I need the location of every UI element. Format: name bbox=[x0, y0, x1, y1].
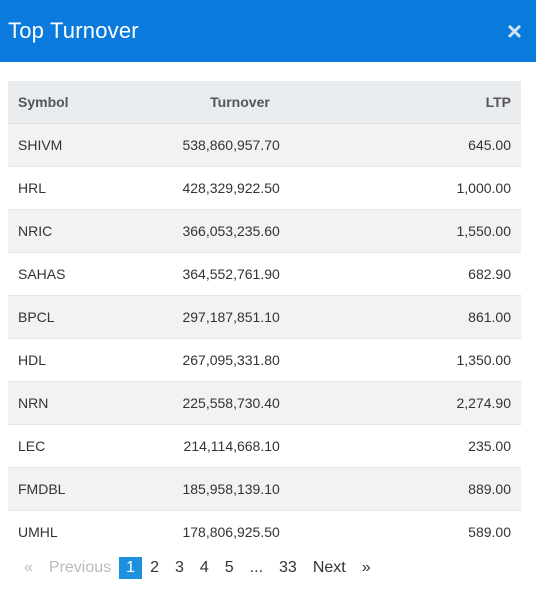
ltp-cell: 2,274.90 bbox=[424, 380, 521, 424]
table-row: NRIC 366,053,235.60 1,550.00 bbox=[8, 208, 521, 252]
page-button-4[interactable]: 4 bbox=[199, 559, 209, 576]
turnover-cell: 225,558,730.40 bbox=[99, 380, 425, 424]
table-row: HRL 428,329,922.50 1,000.00 bbox=[8, 165, 521, 209]
table-row: LEC 214,114,668.10 235.00 bbox=[8, 423, 521, 467]
ltp-cell: 889.00 bbox=[424, 466, 521, 510]
page-button-last[interactable]: 33 bbox=[279, 559, 297, 576]
modal-body: Symbol Turnover LTP SHIVM 538,860,957.70… bbox=[0, 62, 536, 581]
pagination-ellipsis: ... bbox=[249, 559, 264, 576]
symbol-cell: SHIVM bbox=[8, 122, 100, 166]
turnover-cell: 428,329,922.50 bbox=[99, 165, 425, 209]
ltp-cell: 1,000.00 bbox=[424, 165, 521, 209]
symbol-cell: HRL bbox=[8, 165, 100, 209]
symbol-cell: FMDBL bbox=[8, 466, 100, 510]
symbol-cell: BPCL bbox=[8, 294, 100, 338]
table-row: NRN 225,558,730.40 2,274.90 bbox=[8, 380, 521, 424]
symbol-cell: HDL bbox=[8, 337, 100, 381]
column-header-ltp[interactable]: LTP bbox=[424, 81, 521, 124]
table-row: UMHL 178,806,925.50 589.00 bbox=[8, 509, 521, 553]
table-row: SHIVM 538,860,957.70 645.00 bbox=[8, 122, 521, 166]
page-button-3[interactable]: 3 bbox=[174, 559, 184, 576]
symbol-cell: UMHL bbox=[8, 509, 100, 553]
ltp-cell: 1,550.00 bbox=[424, 208, 521, 252]
previous-arrow-icon: « bbox=[24, 559, 33, 576]
turnover-cell: 366,053,235.60 bbox=[99, 208, 425, 252]
pagination: « Previous 1 2 3 4 5 ... 33 Next » bbox=[8, 555, 521, 581]
page-button-1[interactable]: 1 bbox=[119, 557, 143, 579]
column-header-turnover[interactable]: Turnover bbox=[99, 81, 425, 124]
symbol-cell: LEC bbox=[8, 423, 100, 467]
table-row: BPCL 297,187,851.10 861.00 bbox=[8, 294, 521, 338]
symbol-cell: SAHAS bbox=[8, 251, 100, 295]
next-arrow-icon[interactable]: » bbox=[361, 559, 371, 576]
symbol-cell: NRN bbox=[8, 380, 100, 424]
turnover-cell: 185,958,139.10 bbox=[99, 466, 425, 510]
page-button-5[interactable]: 5 bbox=[224, 559, 234, 576]
close-icon[interactable]: × bbox=[506, 16, 522, 46]
previous-button: Previous bbox=[48, 559, 112, 576]
ltp-cell: 645.00 bbox=[424, 122, 521, 166]
turnover-table: Symbol Turnover LTP SHIVM 538,860,957.70… bbox=[8, 81, 521, 553]
modal-header: Top Turnover × bbox=[0, 0, 536, 62]
turnover-cell: 364,552,761.90 bbox=[99, 251, 425, 295]
turnover-cell: 297,187,851.10 bbox=[99, 294, 425, 338]
next-button[interactable]: Next bbox=[312, 559, 346, 576]
ltp-cell: 682.90 bbox=[424, 251, 521, 295]
turnover-cell: 214,114,668.10 bbox=[99, 423, 425, 467]
modal-title: Top Turnover bbox=[8, 18, 139, 43]
ltp-cell: 861.00 bbox=[424, 294, 521, 338]
turnover-cell: 267,095,331.80 bbox=[99, 337, 425, 381]
ltp-cell: 1,350.00 bbox=[424, 337, 521, 381]
page-button-2[interactable]: 2 bbox=[150, 559, 159, 576]
ltp-cell: 589.00 bbox=[424, 509, 521, 553]
table-row: FMDBL 185,958,139.10 889.00 bbox=[8, 466, 521, 510]
symbol-cell: NRIC bbox=[8, 208, 100, 252]
table-row: SAHAS 364,552,761.90 682.90 bbox=[8, 251, 521, 295]
table-header-row: Symbol Turnover LTP bbox=[8, 81, 521, 124]
table-row: HDL 267,095,331.80 1,350.00 bbox=[8, 337, 521, 381]
column-header-symbol[interactable]: Symbol bbox=[8, 81, 100, 124]
turnover-cell: 538,860,957.70 bbox=[99, 122, 425, 166]
ltp-cell: 235.00 bbox=[424, 423, 521, 467]
turnover-cell: 178,806,925.50 bbox=[99, 509, 425, 553]
